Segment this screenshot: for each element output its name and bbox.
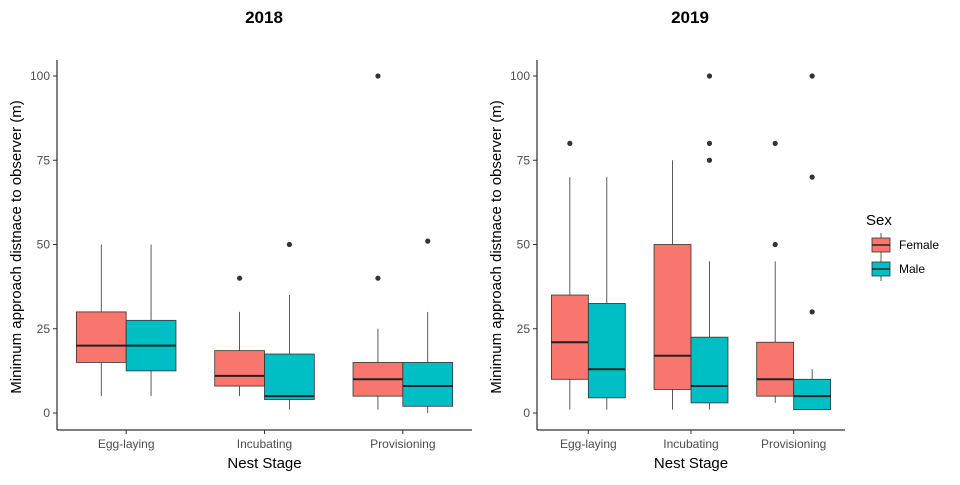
box-male-egg-laying xyxy=(587,177,626,410)
box-body xyxy=(75,311,127,363)
outlier-point xyxy=(706,73,713,79)
panel-title: 2018 xyxy=(245,8,283,27)
box-body xyxy=(402,362,454,407)
legend-key-male xyxy=(871,257,891,281)
box-body xyxy=(587,303,626,399)
box-female-provisioning xyxy=(756,140,795,403)
box-female-incubating xyxy=(653,160,692,410)
outlier-point xyxy=(809,309,815,315)
outlier-point xyxy=(375,275,381,281)
y-tick-label: 50 xyxy=(517,238,531,252)
legend-title: Sex xyxy=(866,212,892,229)
box-male-incubating xyxy=(690,73,729,410)
outlier-point xyxy=(706,140,713,146)
outlier-point xyxy=(375,73,381,79)
box-body xyxy=(653,244,692,390)
outlier-point xyxy=(567,140,573,146)
box-body xyxy=(550,294,589,380)
box-body xyxy=(690,336,729,404)
y-tick-label: 100 xyxy=(30,69,50,83)
x-axis-label: Nest Stage xyxy=(227,455,301,472)
x-tick-label: Egg-laying xyxy=(98,437,155,451)
y-tick-label: 75 xyxy=(37,153,51,167)
outlier-point xyxy=(772,140,778,146)
y-tick-label: 0 xyxy=(43,406,50,420)
legend: Sex Female Male xyxy=(866,212,939,281)
y-axis-label: Minimum approach distnace to observer (m… xyxy=(488,100,505,393)
outlier-point xyxy=(706,157,713,163)
box-body xyxy=(264,353,315,400)
box-female-egg-laying xyxy=(550,140,589,410)
box-male-provisioning xyxy=(402,238,454,413)
outlier-point xyxy=(425,238,431,244)
box-female-incubating xyxy=(214,275,265,397)
box-male-incubating xyxy=(264,241,315,410)
legend-label: Male xyxy=(899,262,925,276)
y-tick-label: 50 xyxy=(37,238,51,252)
x-axis-label: Nest Stage xyxy=(654,455,728,472)
y-tick-label: 25 xyxy=(517,322,531,336)
outlier-point xyxy=(237,275,243,281)
legend-label: Female xyxy=(899,238,939,252)
x-tick-label: Provisioning xyxy=(370,437,435,451)
box-female-egg-laying xyxy=(75,244,127,397)
outlier-point xyxy=(809,73,815,79)
outlier-point xyxy=(772,241,778,248)
box-body xyxy=(214,350,265,387)
panel-title: 2019 xyxy=(671,8,709,27)
x-tick-label: Provisioning xyxy=(761,437,826,451)
y-tick-label: 75 xyxy=(517,153,531,167)
outlier-point xyxy=(286,241,292,248)
legend-key-female xyxy=(871,233,891,257)
y-tick-label: 0 xyxy=(523,406,530,420)
box-male-provisioning xyxy=(793,73,832,411)
outlier-point xyxy=(809,174,815,180)
x-tick-label: Incubating xyxy=(663,437,718,451)
box-male-egg-laying xyxy=(125,244,177,397)
y-tick-label: 25 xyxy=(37,322,51,336)
x-tick-label: Egg-laying xyxy=(560,437,617,451)
y-tick-label: 100 xyxy=(510,69,530,83)
box-body xyxy=(793,378,832,411)
box-female-provisioning xyxy=(352,73,404,410)
panel-2019: 2019 0 25 50 75 100 Minimum approach distnace … xyxy=(488,8,845,472)
panel-2018: 2018 0 25 50 75 100 Minimum approach distnace … xyxy=(8,8,472,472)
x-tick-label: Incubating xyxy=(237,437,292,451)
y-axis-label: Minimum approach distnace to observer (m… xyxy=(8,100,25,393)
box-body xyxy=(756,341,795,397)
